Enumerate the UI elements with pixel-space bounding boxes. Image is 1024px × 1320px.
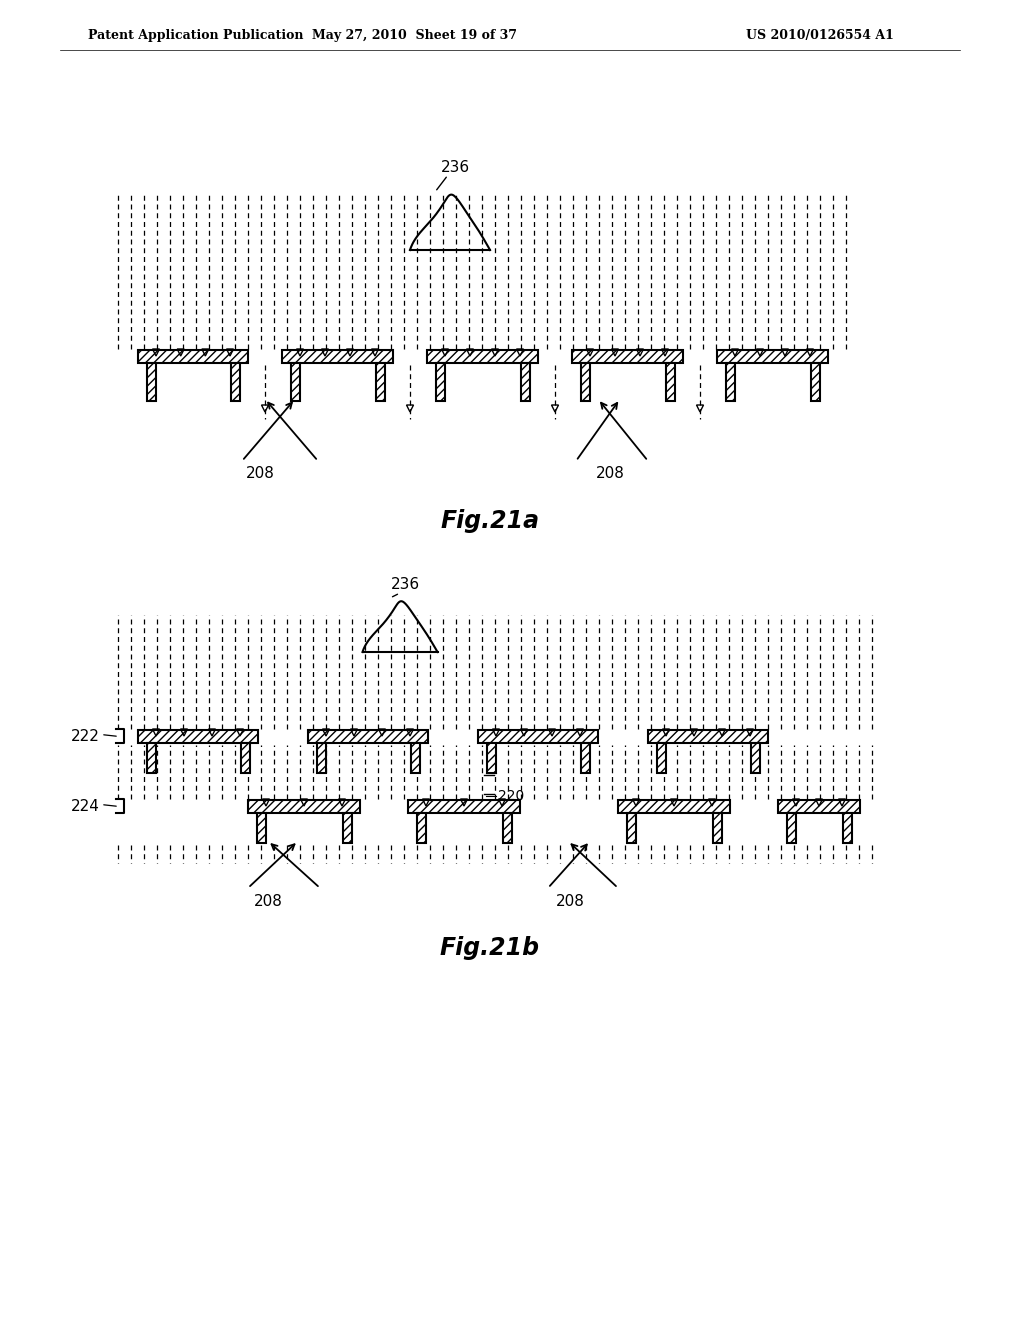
Bar — [376, 363, 384, 401]
Bar — [256, 813, 265, 843]
Text: Patent Application Publication: Patent Application Publication — [88, 29, 303, 41]
Bar — [503, 813, 512, 843]
Text: Fig.21b: Fig.21b — [440, 936, 540, 960]
Text: 236: 236 — [390, 577, 420, 591]
Text: Fig.21a: Fig.21a — [440, 510, 540, 533]
Bar — [811, 363, 819, 401]
Bar — [427, 350, 538, 363]
Bar — [486, 743, 496, 774]
Text: May 27, 2010  Sheet 19 of 37: May 27, 2010 Sheet 19 of 37 — [312, 29, 517, 41]
Bar — [342, 813, 351, 843]
Bar — [308, 730, 428, 743]
Bar — [478, 730, 598, 743]
Bar — [713, 813, 722, 843]
Bar — [786, 813, 796, 843]
Text: 220: 220 — [498, 789, 524, 803]
Bar — [581, 363, 590, 401]
Bar — [146, 743, 156, 774]
Text: US 2010/0126554 A1: US 2010/0126554 A1 — [746, 29, 894, 41]
Bar — [778, 800, 860, 813]
Bar — [843, 813, 852, 843]
Text: 208: 208 — [556, 894, 585, 909]
Bar — [291, 363, 299, 401]
Bar — [656, 743, 666, 774]
Bar — [138, 730, 258, 743]
Bar — [411, 743, 420, 774]
Bar — [520, 363, 529, 401]
Text: 208: 208 — [246, 466, 274, 480]
Bar — [751, 743, 760, 774]
Bar — [618, 800, 730, 813]
Text: 236: 236 — [440, 160, 470, 176]
Bar — [717, 350, 828, 363]
Text: 222: 222 — [71, 729, 100, 744]
Bar — [648, 730, 768, 743]
Text: 208: 208 — [254, 894, 283, 909]
Text: 224: 224 — [71, 799, 100, 814]
Bar — [417, 813, 426, 843]
Bar — [138, 350, 248, 363]
Bar — [282, 350, 393, 363]
Bar — [248, 800, 360, 813]
Text: 208: 208 — [596, 466, 625, 480]
Bar — [666, 363, 675, 401]
Bar — [316, 743, 326, 774]
Bar — [581, 743, 590, 774]
Bar — [241, 743, 250, 774]
Bar — [435, 363, 444, 401]
Bar — [230, 363, 240, 401]
Bar — [572, 350, 683, 363]
Bar — [725, 363, 734, 401]
Bar — [146, 363, 156, 401]
Bar — [408, 800, 520, 813]
Bar — [627, 813, 636, 843]
